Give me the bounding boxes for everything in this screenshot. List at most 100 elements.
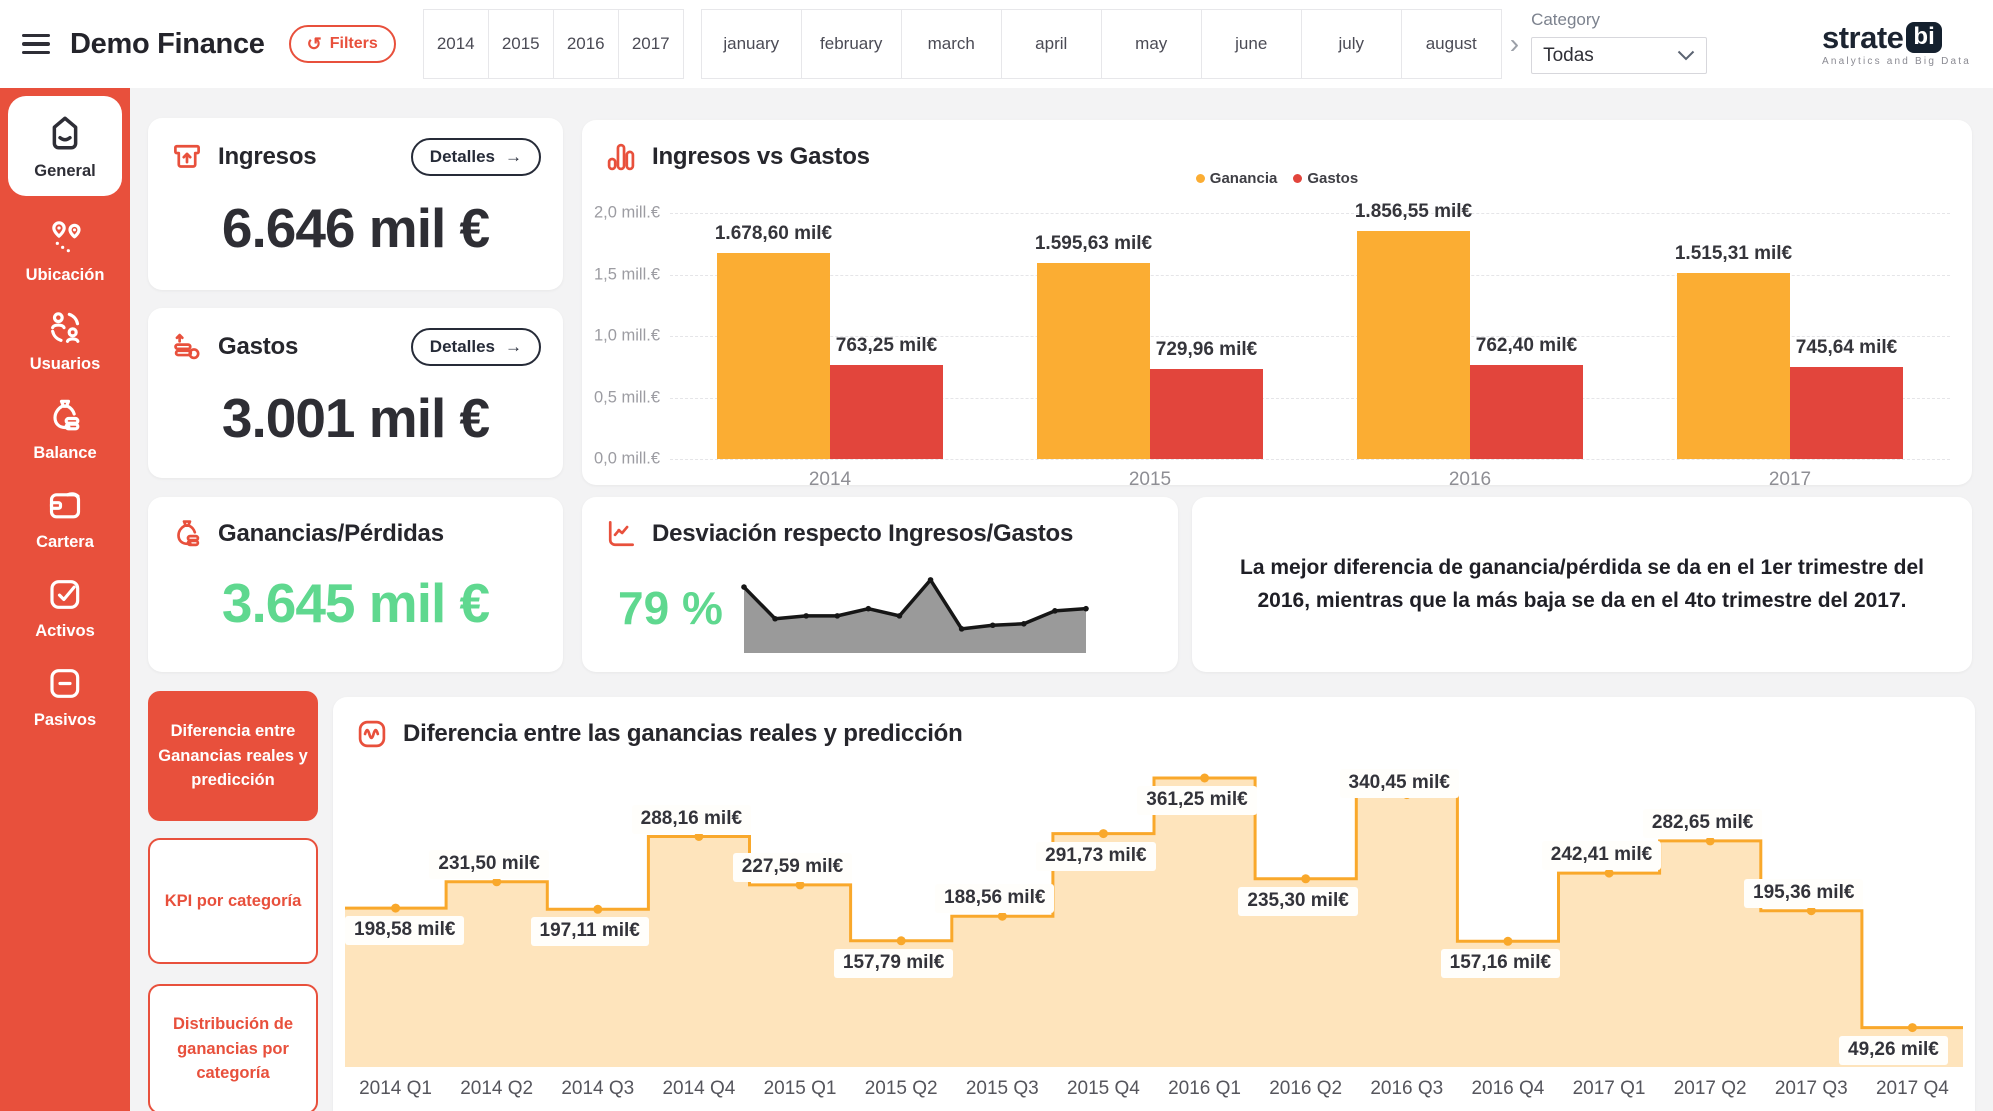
sidebar: General Ubicación Usuarios Balance Cartera Ac… bbox=[0, 88, 130, 1111]
month-button-may[interactable]: may bbox=[1100, 9, 1202, 79]
month-button-june[interactable]: june bbox=[1200, 9, 1302, 79]
bar-group-2017: 1.515,31 mil€ 745,64 mil€ bbox=[1630, 213, 1950, 459]
sidebar-item-ubicacion[interactable]: Ubicación bbox=[8, 209, 122, 295]
x-axis-label-2015: 2015 bbox=[1128, 469, 1172, 490]
gastos-details-button[interactable]: Detalles → bbox=[410, 328, 541, 366]
menu-icon[interactable] bbox=[22, 33, 50, 55]
users-sync-icon bbox=[45, 307, 85, 352]
x-axis-label-2014: 2014 bbox=[808, 469, 852, 490]
gridline bbox=[670, 459, 1950, 460]
bar-ganancia-2017: 1.515,31 mil€ bbox=[1675, 243, 1792, 459]
category-value: Todas bbox=[1543, 44, 1594, 66]
y-axis-tick: 2,0 mill.€ bbox=[593, 203, 660, 222]
diferencia-prediccion-chart-card: Diferencia entre las ganancias reales y … bbox=[333, 697, 1975, 1111]
trend-axis-icon bbox=[604, 517, 638, 551]
cash-in-icon bbox=[170, 140, 204, 174]
desviacion-card-title: Desviación respecto Ingresos/Gastos bbox=[652, 520, 1074, 547]
month-button-february[interactable]: february bbox=[800, 9, 902, 79]
bar-gastos-2015: 729,96 mil€ bbox=[1150, 339, 1263, 459]
desviacion-sparkline bbox=[740, 571, 1090, 653]
sidebar-item-pasivos[interactable]: Pasivos bbox=[8, 654, 122, 740]
step-value-label: 227,59 mil€ bbox=[732, 852, 853, 882]
x-axis-label-2015-Q3: 2015 Q3 bbox=[965, 1078, 1039, 1099]
ganancias-perdidas-card: Ganancias/Pérdidas 3.645 mil € bbox=[148, 497, 563, 672]
arrow-right-icon: → bbox=[505, 337, 522, 356]
arrow-right-icon: → bbox=[505, 147, 522, 166]
step-value-label: 195,36 mil€ bbox=[1744, 878, 1864, 908]
step-value-label: 288,16 mil€ bbox=[631, 804, 752, 834]
gastos-card: Gastos Detalles → 3.001 mil € bbox=[148, 308, 563, 478]
bar-value-label: 763,25 mil€ bbox=[835, 335, 938, 356]
step-chart-plot: 198,58 mil€ 231,50 mil€ 197,11 mil€ 288,16 … bbox=[345, 767, 1963, 1072]
nav-button-kpi-categoria[interactable]: KPI por categoría bbox=[148, 838, 318, 964]
ingresos-vs-gastos-chart-card: Ingresos vs Gastos Ganancia Gastos 0,0 mi… bbox=[582, 120, 1972, 490]
year-button-2016[interactable]: 2016 bbox=[552, 9, 619, 79]
x-axis-label-2014-Q2: 2014 Q2 bbox=[460, 1078, 534, 1099]
x-axis-label-2017-Q4: 2017 Q4 bbox=[1875, 1078, 1949, 1099]
legend-item-ganancia: Ganancia bbox=[1195, 170, 1278, 187]
sidebar-item-usuarios[interactable]: Usuarios bbox=[8, 298, 122, 384]
topbar: Demo Finance ↺ Filters 2014 2015 2016 2017 … bbox=[0, 0, 1993, 88]
sidebar-item-activos[interactable]: Activos bbox=[8, 565, 122, 651]
month-button-august[interactable]: august bbox=[1400, 9, 1502, 79]
year-filter-group: 2014 2015 2016 2017 bbox=[422, 9, 684, 79]
ganancias-card-title: Ganancias/Pérdidas bbox=[218, 520, 444, 547]
x-axis-label-2016: 2016 bbox=[1448, 469, 1492, 490]
month-button-january[interactable]: january bbox=[700, 9, 802, 79]
bar-value-label: 1.515,31 mil€ bbox=[1674, 243, 1793, 264]
nav-button-diferencia-prediccion[interactable]: Diferencia entre Ganancias reales y pred… bbox=[148, 691, 318, 821]
month-button-april[interactable]: april bbox=[1000, 9, 1102, 79]
category-select[interactable]: Todas bbox=[1531, 37, 1708, 74]
x-axis-label-2016-Q1: 2016 Q1 bbox=[1168, 1078, 1242, 1099]
category-label: Category bbox=[1531, 10, 1601, 29]
sidebar-item-cartera[interactable]: Cartera bbox=[8, 476, 122, 562]
filters-button[interactable]: ↺ Filters bbox=[288, 25, 396, 63]
month-button-march[interactable]: march bbox=[900, 9, 1002, 79]
bar-chart-legend: Ganancia Gastos bbox=[582, 170, 1972, 187]
bar-value-label: 729,96 mil€ bbox=[1155, 339, 1258, 360]
bar-value-label: 762,40 mil€ bbox=[1475, 335, 1578, 356]
step-value-label: 49,26 mil€ bbox=[1839, 1035, 1948, 1065]
coins-out-icon bbox=[170, 330, 204, 364]
x-axis-label-2017: 2017 bbox=[1768, 469, 1812, 490]
x-axis-label-2014-Q4: 2014 Q4 bbox=[662, 1078, 736, 1099]
month-button-july[interactable]: july bbox=[1300, 9, 1402, 79]
logo-badge: bi bbox=[1906, 21, 1942, 53]
year-button-2017[interactable]: 2017 bbox=[617, 9, 684, 79]
sidebar-item-label: Balance bbox=[33, 444, 97, 462]
ingresos-details-button[interactable]: Detalles → bbox=[410, 138, 541, 176]
bar-chart-y-axis: 0,0 mill.€ 0,5 mill.€ 1,0 mill.€ 1,5 mill.€… bbox=[582, 204, 660, 468]
year-button-2015[interactable]: 2015 bbox=[487, 9, 554, 79]
bar-gastos-2017: 745,64 mil€ bbox=[1790, 337, 1903, 459]
sidebar-item-label: Usuarios bbox=[29, 355, 101, 373]
check-square-icon bbox=[45, 574, 85, 619]
home-icon bbox=[43, 110, 87, 159]
bar-gastos-2016: 762,40 mil€ bbox=[1470, 335, 1583, 459]
gridline bbox=[670, 336, 1950, 337]
minus-square-icon bbox=[45, 663, 85, 708]
step-value-label: 361,25 mil€ bbox=[1137, 786, 1257, 815]
legend-label: Ganancia bbox=[1209, 170, 1278, 187]
sidebar-item-general[interactable]: General bbox=[8, 96, 122, 196]
desviacion-value: 79 % bbox=[618, 582, 723, 634]
details-label: Detalles bbox=[429, 147, 495, 166]
logo-tagline: Analytics and Big Data bbox=[1821, 55, 1971, 67]
sidebar-item-balance[interactable]: Balance bbox=[8, 387, 122, 473]
more-months-chevron-icon[interactable]: › bbox=[1509, 28, 1520, 59]
app-title: Demo Finance bbox=[70, 27, 265, 60]
ganancias-value: 3.645 mil € bbox=[221, 572, 490, 634]
year-button-2014[interactable]: 2014 bbox=[422, 9, 489, 79]
filters-label: Filters bbox=[329, 35, 378, 52]
sidebar-item-label: Ubicación bbox=[25, 266, 105, 284]
gridline bbox=[670, 213, 1950, 214]
bar-chart-icon bbox=[604, 140, 638, 174]
legend-label: Gastos bbox=[1307, 170, 1359, 187]
bar-value-label: 1.595,63 mil€ bbox=[1034, 233, 1153, 254]
step-value-label: 242,41 mil€ bbox=[1541, 841, 1662, 871]
step-value-label: 197,11 mil€ bbox=[530, 917, 649, 947]
y-axis-tick: 1,5 mill.€ bbox=[593, 265, 660, 283]
bar-value-label: 1.856,55 mil€ bbox=[1354, 201, 1473, 222]
bar-value-label: 745,64 mil€ bbox=[1795, 337, 1898, 358]
nav-button-distribucion-categoria[interactable]: Distribución de ganancias por categoría bbox=[148, 984, 318, 1111]
step-value-label: 157,79 mil€ bbox=[833, 948, 954, 978]
